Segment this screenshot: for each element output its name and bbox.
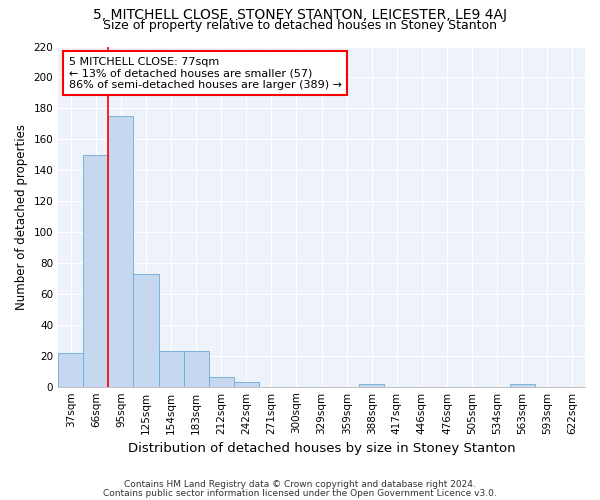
Bar	[510, 384, 535, 386]
Text: 5 MITCHELL CLOSE: 77sqm
← 13% of detached houses are smaller (57)
86% of semi-de: 5 MITCHELL CLOSE: 77sqm ← 13% of detache…	[69, 56, 342, 90]
Y-axis label: Number of detached properties: Number of detached properties	[15, 124, 28, 310]
Bar	[234, 382, 259, 386]
Text: Size of property relative to detached houses in Stoney Stanton: Size of property relative to detached ho…	[103, 18, 497, 32]
Bar	[158, 351, 184, 386]
Bar	[209, 378, 234, 386]
Bar	[58, 352, 83, 386]
Bar	[184, 351, 209, 386]
X-axis label: Distribution of detached houses by size in Stoney Stanton: Distribution of detached houses by size …	[128, 442, 515, 455]
Bar	[83, 154, 109, 386]
Text: 5, MITCHELL CLOSE, STONEY STANTON, LEICESTER, LE9 4AJ: 5, MITCHELL CLOSE, STONEY STANTON, LEICE…	[93, 8, 507, 22]
Text: Contains HM Land Registry data © Crown copyright and database right 2024.: Contains HM Land Registry data © Crown c…	[124, 480, 476, 489]
Bar	[359, 384, 385, 386]
Bar	[133, 274, 158, 386]
Text: Contains public sector information licensed under the Open Government Licence v3: Contains public sector information licen…	[103, 488, 497, 498]
Bar	[109, 116, 133, 386]
